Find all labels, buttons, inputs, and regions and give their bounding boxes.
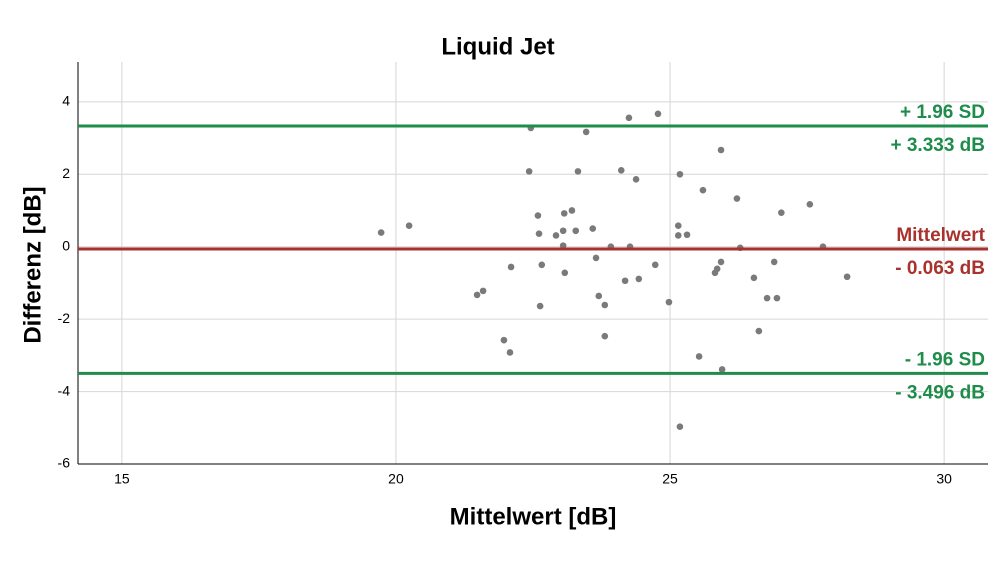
y-tick-label: -4 xyxy=(58,382,71,398)
data-point xyxy=(559,242,567,249)
data-point xyxy=(713,265,721,273)
data-point xyxy=(538,261,546,269)
chart-title: Liquid Jet xyxy=(441,33,554,60)
data-point xyxy=(625,114,633,122)
y-axis-label: Differenz [dB] xyxy=(19,186,46,343)
data-point xyxy=(699,186,707,194)
y-tick-label: 4 xyxy=(62,93,70,109)
y-tick-label: 0 xyxy=(62,237,70,253)
data-point xyxy=(674,222,682,229)
x-tick-label: 15 xyxy=(114,471,130,487)
data-point xyxy=(377,229,385,236)
data-point xyxy=(559,227,567,235)
data-point xyxy=(763,294,771,302)
reference-label: + 1.96 SD xyxy=(900,102,985,123)
data-point xyxy=(506,349,514,356)
data-point xyxy=(500,336,508,344)
data-point xyxy=(535,230,543,237)
data-point xyxy=(717,146,725,154)
data-point xyxy=(621,277,629,285)
x-tick-label: 30 xyxy=(936,471,952,487)
reference-label: Mittelwert xyxy=(896,225,985,246)
data-point xyxy=(601,301,609,309)
data-point xyxy=(755,327,763,335)
data-point xyxy=(674,232,682,239)
data-point xyxy=(651,261,659,269)
data-point xyxy=(733,195,741,202)
data-point xyxy=(717,258,725,266)
data-point xyxy=(665,298,673,306)
data-point xyxy=(473,291,481,299)
y-tick-label: -6 xyxy=(58,455,71,471)
data-point xyxy=(632,176,640,183)
y-tick-label: 2 xyxy=(62,165,70,181)
data-point xyxy=(582,128,590,136)
data-point xyxy=(695,353,703,360)
data-point xyxy=(778,209,785,216)
data-point xyxy=(770,258,778,266)
reference-value-label: - 3.496 dB xyxy=(895,382,985,403)
reference-value-label: + 3.333 dB xyxy=(890,135,985,156)
data-point xyxy=(773,294,781,302)
y-tick-label: -2 xyxy=(58,310,71,326)
data-point xyxy=(572,227,580,235)
data-point xyxy=(718,366,726,373)
data-point xyxy=(676,423,684,430)
data-point xyxy=(574,168,582,175)
x-tick-label: 20 xyxy=(388,471,404,487)
data-point xyxy=(536,302,544,310)
data-point xyxy=(617,166,625,174)
data-point xyxy=(552,232,560,239)
data-point xyxy=(683,231,691,239)
data-point xyxy=(525,168,533,175)
data-point xyxy=(843,273,851,281)
data-point xyxy=(405,222,413,229)
data-point xyxy=(592,254,600,262)
data-point xyxy=(589,225,597,232)
data-point xyxy=(676,170,684,178)
data-point xyxy=(595,292,603,300)
data-point xyxy=(560,210,568,217)
data-point xyxy=(507,263,515,271)
data-point xyxy=(601,332,609,340)
data-point xyxy=(534,212,542,219)
data-point xyxy=(806,201,814,208)
x-tick-label: 25 xyxy=(662,471,678,487)
data-point xyxy=(568,207,576,214)
data-point xyxy=(750,274,758,282)
reference-label: - 1.96 SD xyxy=(905,349,985,370)
data-point xyxy=(635,275,643,283)
data-point xyxy=(654,110,662,118)
data-point xyxy=(479,287,487,295)
x-axis-label: Mittelwert [dB] xyxy=(450,503,617,530)
reference-value-label: - 0.063 dB xyxy=(895,258,985,279)
data-point xyxy=(561,269,569,277)
